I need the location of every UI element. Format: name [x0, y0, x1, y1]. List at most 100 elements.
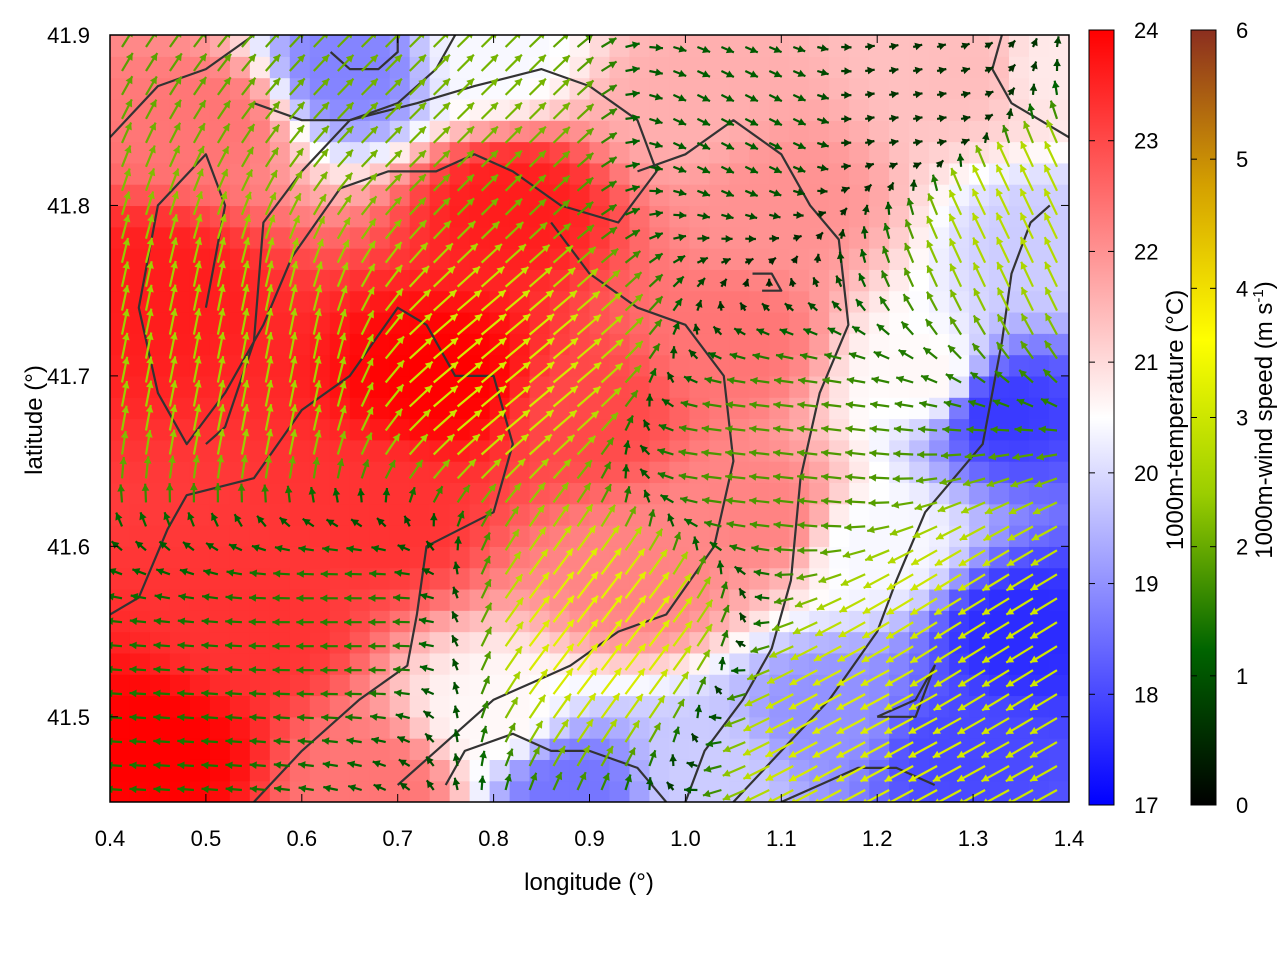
- wind-arrow: [864, 162, 875, 170]
- heatmap-cell: [449, 780, 471, 802]
- heatmap-cell: [989, 98, 1010, 121]
- heatmap-cell: [389, 418, 411, 441]
- heatmap-cell: [249, 482, 271, 505]
- wind-arrow: [649, 164, 664, 172]
- wind-arrow: [990, 425, 1010, 434]
- heatmap-cell: [649, 98, 671, 121]
- wind-arrow: [768, 141, 783, 150]
- wind-arrow: [272, 689, 290, 698]
- wind-arrow: [1045, 119, 1059, 144]
- heatmap-cell: [269, 588, 291, 611]
- wind-arrow: [336, 332, 347, 359]
- wind-arrow: [408, 35, 425, 48]
- heatmap-cell: [829, 631, 850, 654]
- wind-arrow: [384, 383, 405, 408]
- wind-arrow: [504, 458, 526, 480]
- heatmap-cell: [1049, 525, 1069, 547]
- heatmap-cell: [889, 397, 910, 420]
- heatmap-cell: [709, 439, 730, 462]
- wind-arrow: [240, 260, 250, 287]
- wind-arrow: [851, 325, 866, 336]
- heatmap-cell: [409, 56, 431, 79]
- heatmap-cell: [729, 610, 750, 633]
- heatmap-cell: [449, 162, 471, 185]
- wind-arrow: [336, 262, 349, 288]
- wind-colorbar-label-main: 1000m-wind speed (m s: [1251, 303, 1278, 559]
- wind-arrow: [984, 66, 994, 74]
- wind-arrow: [432, 197, 451, 216]
- heatmap-cell: [349, 588, 371, 611]
- heatmap-cell: [689, 716, 710, 739]
- heatmap-cell: [1049, 674, 1069, 697]
- wind-arrow: [192, 191, 204, 216]
- wind-arrow: [456, 101, 475, 120]
- wind-arrow: [917, 450, 938, 459]
- wind-arrow: [822, 376, 842, 385]
- wind-arrow: [649, 43, 664, 52]
- wind-arrow: [248, 594, 266, 602]
- wind-arrow: [320, 618, 338, 627]
- wind-arrow: [552, 174, 571, 192]
- heatmap-cell: [309, 56, 331, 79]
- wind-arrow: [552, 244, 574, 264]
- heatmap-cell: [789, 631, 810, 654]
- heatmap-cell: [869, 311, 890, 334]
- contour-line: [137, 68, 658, 446]
- heatmap-cell: [349, 56, 371, 79]
- wind-arrow: [528, 746, 541, 767]
- heatmap-cell: [469, 759, 491, 782]
- wind-arrow: [346, 545, 362, 553]
- wind-arrow: [911, 789, 938, 802]
- heatmap-cell: [649, 56, 671, 79]
- wind-arrow: [528, 720, 544, 743]
- heatmap-cell: [769, 311, 790, 334]
- heatmap-cell: [789, 354, 810, 377]
- wind-arrow: [201, 689, 218, 698]
- wind-arrow: [625, 114, 640, 122]
- heatmap-cell: [689, 311, 710, 334]
- wind-arrow: [624, 693, 644, 719]
- heatmap-cell: [409, 354, 431, 377]
- heatmap-cell: [689, 610, 710, 633]
- heatmap-cell: [309, 162, 331, 185]
- wind-arrow: [264, 331, 274, 359]
- wind-arrow: [456, 149, 475, 168]
- heatmap-cell: [949, 141, 970, 164]
- heatmap-cell: [449, 631, 471, 654]
- wind-arrow: [982, 549, 1010, 567]
- wind-arrow: [722, 764, 746, 777]
- heatmap-cell: [509, 290, 531, 313]
- wind-arrow: [696, 623, 713, 647]
- wind-arrow: [696, 277, 706, 288]
- wind-arrow: [933, 621, 962, 640]
- wind-arrow: [129, 761, 147, 770]
- wind-arrow: [312, 125, 330, 144]
- wind-arrow: [996, 287, 1011, 312]
- heatmap-cell: [649, 503, 671, 526]
- wind-arrow: [256, 515, 267, 528]
- heatmap-cell: [169, 759, 191, 782]
- wind-arrow: [789, 277, 797, 287]
- heatmap-cell: [869, 77, 890, 100]
- heatmap-cell: [129, 120, 151, 143]
- wind-arrow: [480, 458, 502, 480]
- wind-arrow: [624, 293, 644, 312]
- wind-arrow: [552, 126, 571, 144]
- heatmap-cell: [349, 652, 371, 675]
- wind-arrow: [738, 587, 747, 599]
- heatmap-cell: [549, 354, 571, 377]
- heatmap-cell: [229, 525, 251, 547]
- heatmap-cell: [289, 461, 311, 484]
- heatmap-cell: [1009, 631, 1030, 654]
- wind-arrow: [971, 164, 987, 192]
- wind-arrow: [576, 435, 597, 456]
- wind-arrow: [216, 284, 226, 311]
- heatmap-cell: [849, 503, 870, 526]
- wind-arrow: [240, 123, 256, 144]
- wind-arrow: [788, 741, 818, 759]
- heatmap-cell: [389, 77, 411, 100]
- wind-arrow: [765, 765, 794, 782]
- wind-arrow: [753, 569, 770, 577]
- heatmap-cell: [169, 716, 191, 739]
